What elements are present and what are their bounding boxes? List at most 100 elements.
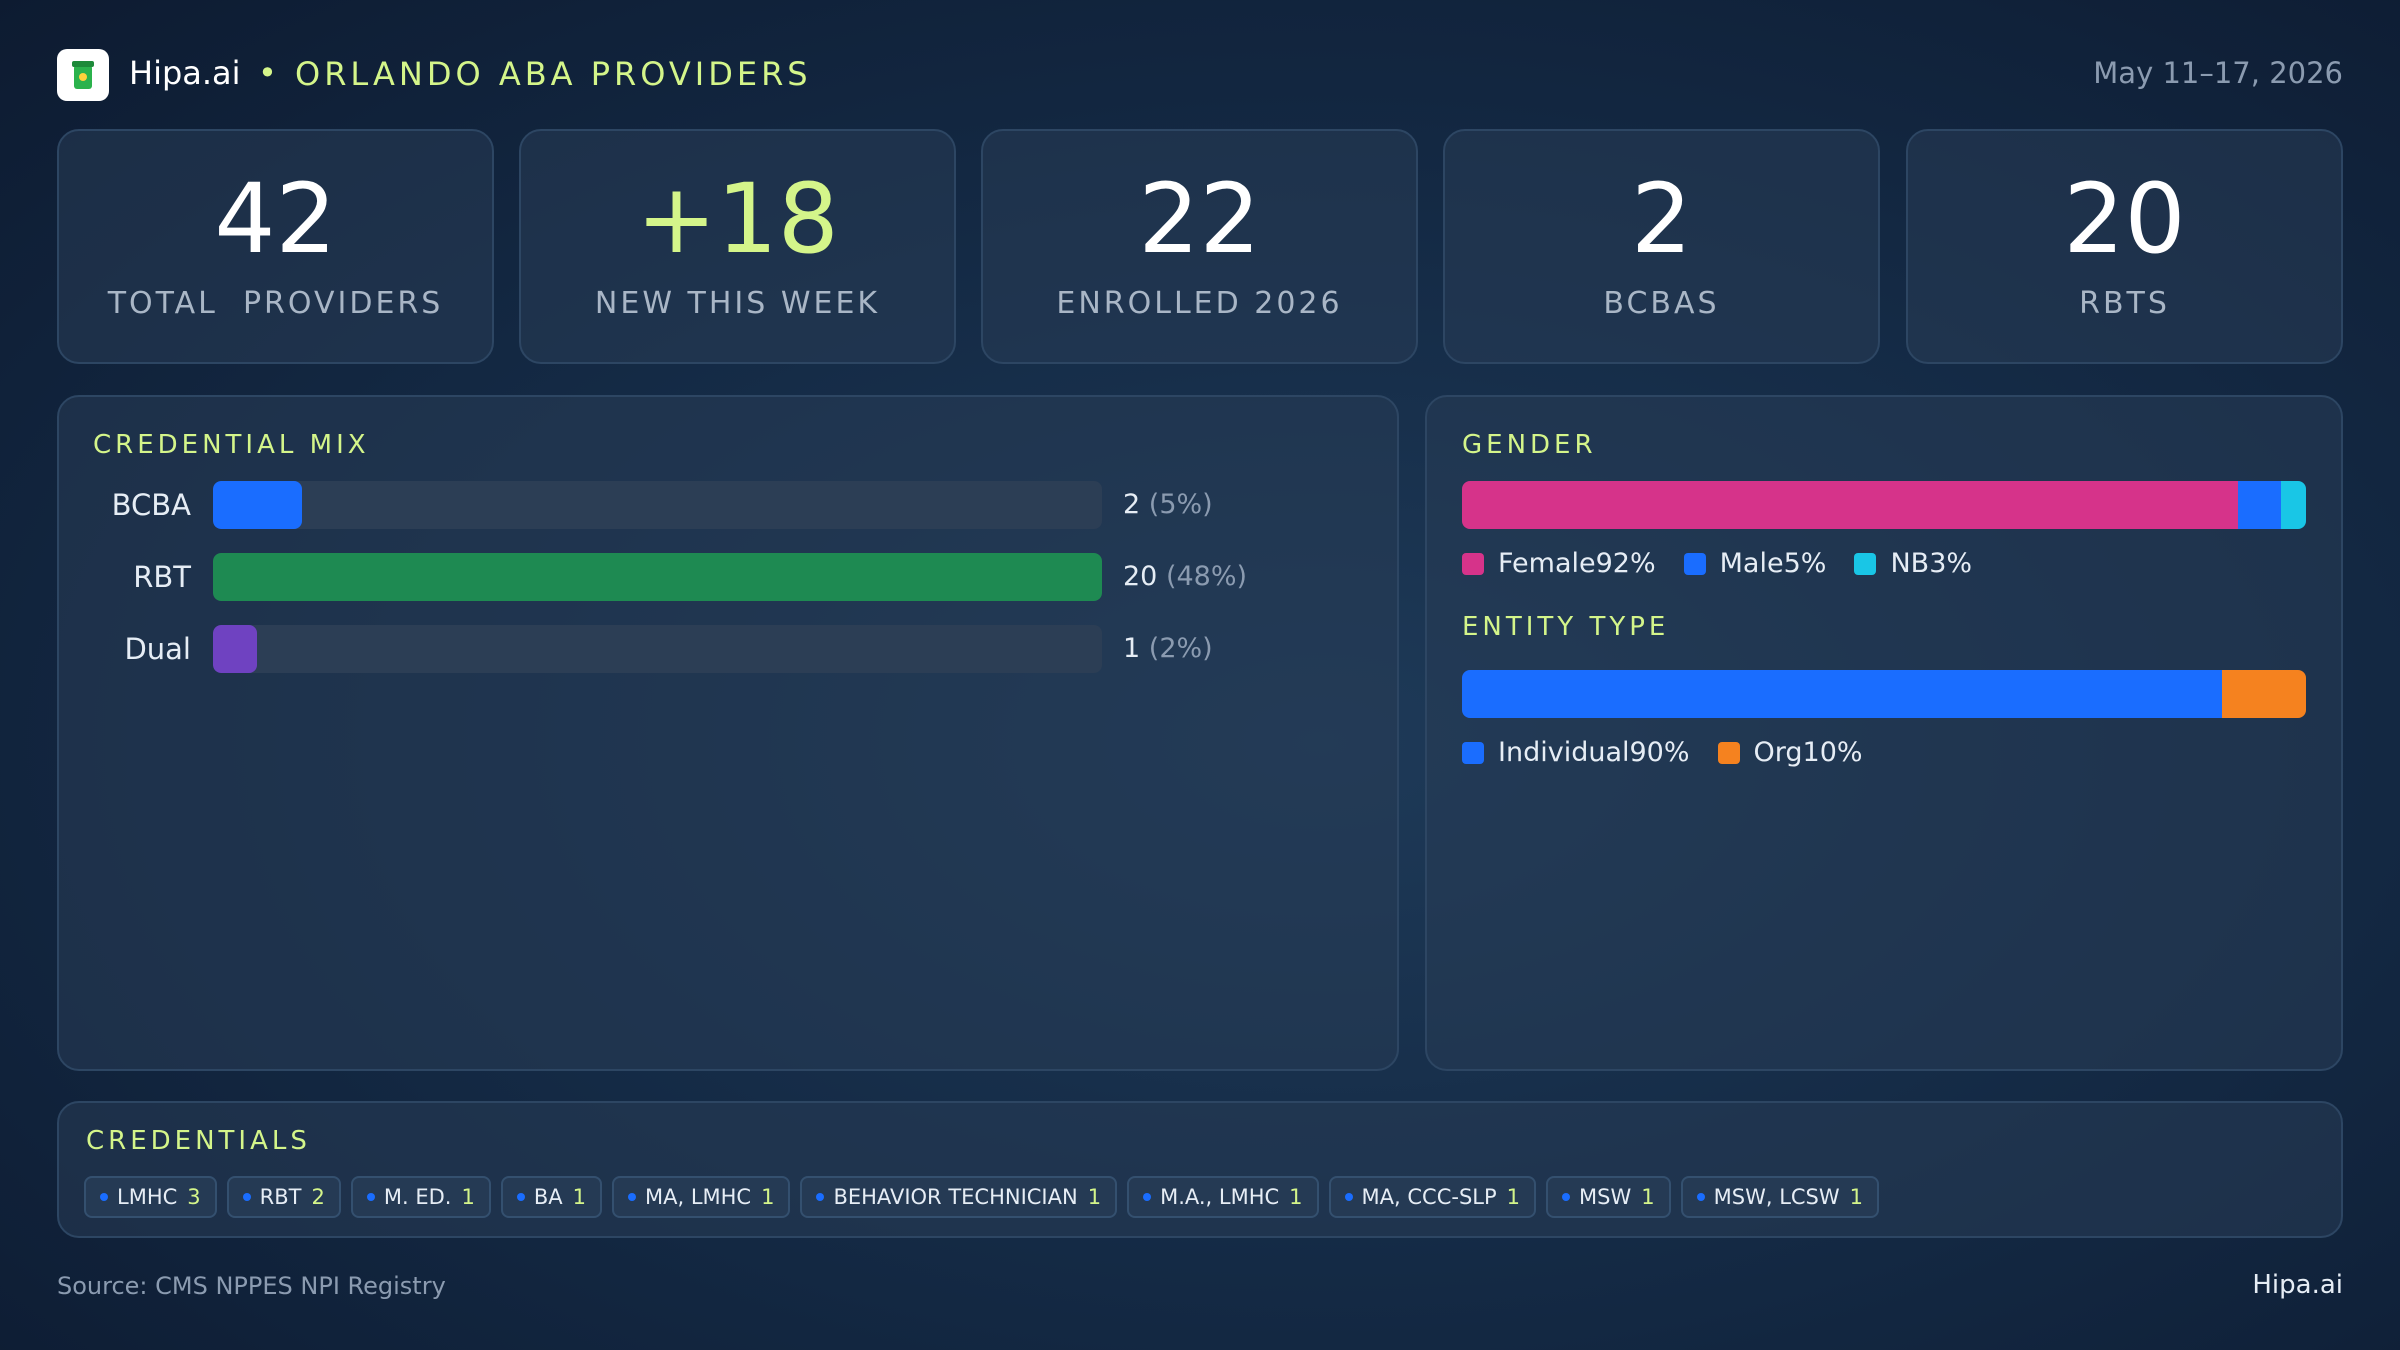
legend-swatch (1717, 741, 1740, 764)
kpi-card: 2 BCBAS (1443, 129, 1880, 364)
credential-chip: M. ED. 1 (350, 1176, 491, 1218)
value-number: 2 (1123, 489, 1141, 520)
chip-count: 1 (1849, 1185, 1864, 1209)
stacked-bar (1462, 481, 2306, 529)
legend-value: 3% (1929, 548, 1973, 579)
credential-chip: M.A., LMHC 1 (1127, 1176, 1319, 1218)
legend-item: Org 10% (1717, 737, 1863, 768)
bar-track (213, 625, 1102, 673)
bar (213, 553, 1102, 601)
legend-swatch (1683, 552, 1706, 575)
chip-label: RBT (259, 1185, 302, 1209)
chip-dot (1562, 1193, 1571, 1201)
segment (2280, 481, 2306, 529)
chip-dot (1344, 1193, 1353, 1201)
percent-label: (48%) (1165, 561, 1248, 592)
legend-value: 10% (1802, 737, 1863, 768)
credential-chip: MSW, LCSW 1 (1680, 1176, 1880, 1218)
chip-label: M.A., LMHC (1160, 1185, 1280, 1209)
credential-chip: MSW 1 (1546, 1176, 1671, 1218)
kpi-card: +18 NEW THIS WEEK (519, 129, 956, 364)
kpi-label: TOTAL PROVIDERS (107, 286, 444, 321)
category-label: Dual (124, 632, 191, 666)
stacked-bar (1462, 670, 2306, 718)
credential-chip: MA, CCC-SLP 1 (1328, 1176, 1537, 1218)
chip-label: MA, LMHC (644, 1185, 752, 1209)
chip-label: M. ED. (383, 1185, 452, 1209)
segment (1462, 481, 2239, 529)
panel-title: ENTITY TYPE (1462, 612, 1670, 642)
chip-dot (242, 1193, 251, 1201)
credential-chip: LMHC 3 (84, 1176, 217, 1218)
legend-name: Female (1498, 548, 1596, 579)
bar-track (213, 481, 1102, 529)
percent-label: (2%) (1148, 633, 1213, 664)
chip-label: LMHC (117, 1185, 178, 1209)
legend-value: 92% (1595, 548, 1656, 579)
kpi-label: RBTS (2079, 286, 2170, 321)
chip-count: 1 (1087, 1185, 1102, 1209)
chip-label: BA (533, 1185, 563, 1209)
legend-item: Male 5% (1683, 548, 1827, 579)
kpi-value: 22 (1138, 163, 1261, 275)
chip-dot (100, 1193, 108, 1201)
category-label: BCBA (111, 488, 191, 522)
legend-name: NB (1890, 548, 1930, 579)
logo (57, 49, 109, 101)
header-title: ORLANDO ABA PROVIDERS (295, 55, 812, 93)
segment (2238, 481, 2281, 529)
panel-title: CREDENTIALS (86, 1126, 311, 1156)
value-label: 2 (5%) (1123, 489, 1213, 520)
date: May 11–17, 2026 (2093, 56, 2343, 90)
bar-track (213, 553, 1102, 601)
legend-swatch (1854, 552, 1877, 575)
legend-name: Individual (1498, 737, 1630, 768)
legend: Individual 90% Org 10% (1462, 737, 1863, 768)
legend-value: 90% (1629, 737, 1690, 768)
legend-name: Org (1753, 737, 1803, 768)
value-number: 1 (1123, 633, 1141, 664)
chip-dot (627, 1193, 636, 1201)
separator: • (258, 54, 277, 92)
legend-swatch (1462, 741, 1484, 764)
chip-count: 3 (187, 1185, 201, 1209)
kpi-label: ENROLLED 2026 (1056, 286, 1343, 321)
percent-label: (5%) (1148, 489, 1213, 520)
chips: LMHC 3 RBT 2 M. ED. 1 BA 1 MA, LMHC 1 BEHAVIOR TEC… (84, 1176, 1880, 1218)
credential-chip: BA 1 (500, 1176, 602, 1218)
legend-swatch (1462, 552, 1484, 575)
kpi-value: 2 (1630, 163, 1693, 275)
kpi-card: 22 ENROLLED 2026 (981, 129, 1418, 364)
value-label: 20 (48%) (1123, 561, 1247, 592)
panel-title: GENDER (1462, 430, 1597, 460)
chip-dot (516, 1193, 525, 1201)
chip-label: MSW, LCSW (1713, 1185, 1840, 1209)
value-number: 20 (1123, 561, 1158, 592)
legend: Female 92% Male 5% NB 3% (1462, 548, 1972, 579)
segment (2221, 670, 2306, 718)
legend-name: Male (1719, 548, 1784, 579)
kpi-label: NEW THIS WEEK (594, 286, 881, 321)
kpi-label: BCBAS (1603, 286, 1720, 321)
bar (213, 625, 258, 673)
segment (1462, 670, 2222, 718)
kpi-value: +18 (636, 163, 839, 275)
kpi-value: 42 (214, 163, 337, 275)
kpi-value: 20 (2063, 163, 2186, 275)
chip-dot (816, 1193, 825, 1201)
chip-count: 1 (1289, 1185, 1303, 1209)
source: Source: CMS NPPES NPI Registry (57, 1272, 446, 1300)
chip-count: 1 (1641, 1185, 1655, 1209)
bar (213, 481, 302, 529)
credential-chip: MA, LMHC 1 (611, 1176, 791, 1218)
legend-value: 5% (1783, 548, 1827, 579)
credential-chip: BEHAVIOR TECHNICIAN 1 (800, 1176, 1118, 1218)
chip-label: MA, CCC-SLP (1361, 1185, 1497, 1209)
chip-dot (1143, 1193, 1152, 1201)
chip-count: 1 (1506, 1185, 1521, 1209)
logo-icon (72, 61, 94, 89)
chip-label: BEHAVIOR TECHNICIAN (833, 1185, 1078, 1209)
footer-brand: Hipa.ai (2252, 1270, 2343, 1300)
chip-count: 2 (311, 1185, 325, 1209)
